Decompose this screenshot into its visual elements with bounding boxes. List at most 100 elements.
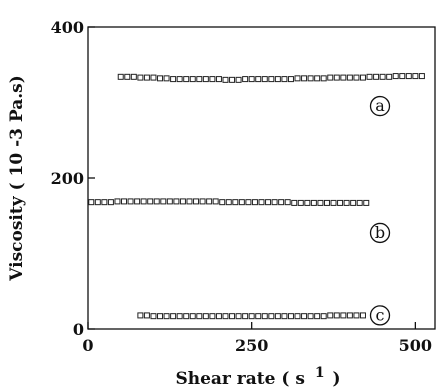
- data-point: [412, 73, 419, 80]
- data-point: [294, 75, 301, 82]
- data-point: [386, 73, 393, 80]
- data-point: [373, 73, 380, 80]
- data-point: [317, 199, 324, 206]
- series-b: [88, 198, 370, 206]
- data-point: [366, 73, 373, 80]
- y-tick-label: 400: [51, 18, 84, 37]
- data-point: [304, 199, 311, 206]
- data-point: [337, 199, 344, 206]
- data-point: [320, 313, 327, 320]
- data-point: [163, 313, 170, 320]
- data-point: [281, 313, 288, 320]
- x-ticks: 0 250 500: [82, 322, 432, 355]
- data-point: [274, 76, 281, 83]
- data-point: [170, 313, 177, 320]
- data-point: [166, 198, 173, 205]
- data-point: [157, 75, 164, 82]
- data-point: [379, 73, 386, 80]
- data-point: [323, 199, 330, 206]
- data-point: [225, 199, 232, 206]
- data-point: [140, 198, 147, 205]
- data-point: [212, 198, 219, 205]
- data-point: [143, 74, 150, 81]
- data-point: [160, 198, 167, 205]
- data-point: [297, 199, 304, 206]
- data-point: [183, 76, 190, 83]
- data-point: [170, 76, 177, 83]
- data-point: [405, 73, 412, 80]
- curve-label-text: a: [375, 96, 385, 115]
- data-point: [268, 76, 275, 83]
- data-point: [291, 199, 298, 206]
- data-point: [199, 198, 206, 205]
- data-point: [294, 313, 301, 320]
- data-point: [261, 76, 268, 83]
- data-point: [94, 199, 101, 206]
- x-axis-label-text: Shear rate ( s: [175, 369, 304, 389]
- y-tick-label: 200: [51, 169, 84, 188]
- data-point: [258, 199, 265, 206]
- curve-label-a: a: [369, 95, 391, 117]
- data-point: [353, 312, 360, 319]
- data-point: [176, 313, 183, 320]
- data-point: [278, 199, 285, 206]
- x-axis-label-sup: 1: [315, 365, 325, 381]
- data-point: [340, 312, 347, 319]
- data-point: [238, 199, 245, 206]
- data-point: [261, 313, 268, 320]
- data-point: [248, 76, 255, 83]
- data-point: [343, 199, 350, 206]
- data-point: [346, 312, 353, 319]
- data-point: [333, 312, 340, 319]
- data-point: [134, 198, 141, 205]
- data-point: [222, 313, 229, 320]
- data-point: [307, 75, 314, 82]
- data-point: [245, 199, 252, 206]
- curve-label-b: b: [369, 222, 391, 244]
- data-point: [206, 198, 213, 205]
- data-point: [130, 73, 137, 80]
- series-c: [137, 312, 366, 320]
- data-point: [196, 76, 203, 83]
- data-point: [310, 199, 317, 206]
- y-tick-label: 0: [73, 320, 84, 339]
- data-point: [107, 199, 114, 206]
- curve-label-text: b: [375, 223, 385, 242]
- data-point: [147, 198, 154, 205]
- y-axis-label: Viscosity ( 10 -3 Pa.s): [7, 75, 27, 282]
- data-point: [235, 313, 242, 320]
- data-point: [202, 313, 209, 320]
- data-point: [268, 313, 275, 320]
- data-point: [333, 74, 340, 81]
- data-point: [202, 76, 209, 83]
- data-point: [359, 312, 366, 319]
- series-a: [117, 73, 425, 83]
- data-point: [327, 312, 334, 319]
- data-point: [265, 199, 272, 206]
- data-point: [340, 74, 347, 81]
- data-point: [163, 75, 170, 82]
- curve-label-circle: [369, 305, 391, 326]
- curve-label-text: c: [376, 305, 385, 324]
- data-point: [287, 76, 294, 83]
- data-point: [179, 198, 186, 205]
- data-point: [327, 74, 334, 81]
- data-point: [127, 198, 134, 205]
- data-point: [137, 74, 144, 81]
- data-point: [255, 313, 262, 320]
- data-point: [189, 313, 196, 320]
- data-point: [193, 198, 200, 205]
- data-point: [189, 76, 196, 83]
- data-point: [353, 74, 360, 81]
- data-point: [399, 73, 406, 80]
- data-point: [209, 313, 216, 320]
- x-tick-label: 500: [399, 336, 432, 355]
- data-point: [153, 198, 160, 205]
- data-point: [209, 76, 216, 83]
- data-point: [88, 199, 95, 206]
- data-point: [229, 313, 236, 320]
- y-ticks: 0 200 400: [51, 18, 95, 339]
- curve-label-circle: [369, 222, 391, 244]
- data-point: [196, 313, 203, 320]
